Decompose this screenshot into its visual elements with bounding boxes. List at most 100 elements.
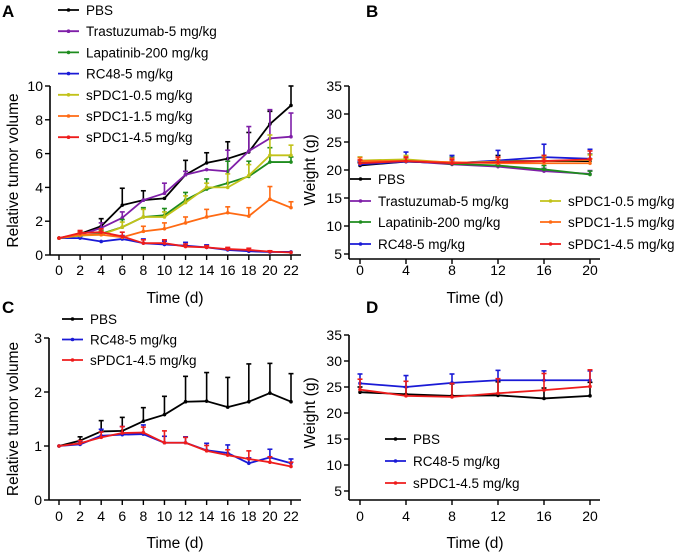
legend-label: Lapatinib-200 mg/kg	[378, 215, 500, 230]
y-tick-label: 20	[326, 162, 342, 178]
y-axis-title: Weight (g)	[302, 134, 319, 205]
legend-label: sPDC1-4.5 mg/kg	[413, 476, 520, 491]
series-pbs	[57, 85, 294, 240]
data-point	[588, 172, 592, 177]
x-tick-label: 18	[241, 508, 257, 524]
x-tick-label: 16	[220, 508, 236, 524]
data-point	[496, 391, 500, 396]
panel-b: B 0 4 8 12 16 20 5 10 15 20 25 30 35 Time (d) Weight (g…	[302, 2, 675, 307]
data-point	[141, 229, 146, 234]
x-tick-label: 16	[220, 262, 236, 278]
series-line	[58, 433, 292, 465]
legend-label: RC48-5 mg/kg	[90, 333, 177, 348]
data-point	[204, 449, 209, 453]
y-tick-label: 3	[34, 330, 42, 346]
data-point	[120, 225, 125, 229]
x-tick-label: 12	[490, 508, 506, 524]
x-axis-title: Time (d)	[146, 535, 203, 552]
x-tick-label: 4	[402, 508, 410, 524]
panel-label: C	[2, 298, 14, 317]
series-line	[58, 198, 292, 239]
x-tick-label: 4	[402, 262, 410, 278]
legend-item: sPDC1-4.5 mg/kg	[540, 237, 675, 252]
x-axis-title: Time (d)	[446, 290, 503, 307]
legend-label: Lapatinib-200 mg/kg	[86, 45, 208, 60]
y-axis-title: Weight (g)	[302, 377, 319, 448]
data-point	[99, 435, 103, 440]
data-point	[141, 241, 146, 245]
series-line	[58, 231, 292, 254]
legend-marker	[548, 220, 553, 224]
y-tick-label: 15	[326, 190, 342, 206]
data-point	[247, 399, 251, 404]
data-point	[162, 191, 167, 196]
data-point	[99, 230, 103, 234]
y-tick-label: 25	[326, 134, 342, 150]
data-point	[183, 399, 188, 404]
data-point	[268, 153, 272, 158]
y-axis-title: Relative tumor volume	[5, 342, 22, 496]
legend-label: sPDC1-4.5 mg/kg	[90, 353, 197, 368]
x-tick-label: 20	[582, 508, 598, 524]
data-point	[162, 412, 167, 417]
data-point	[162, 196, 167, 201]
legend-item: PBS	[385, 432, 440, 447]
x-tick-label: 22	[283, 508, 299, 524]
data-point	[78, 231, 82, 235]
series-rc48-5-mg-kg	[357, 369, 593, 389]
legend-marker	[66, 50, 71, 55]
y-tick-label: 1	[34, 438, 42, 454]
legend-marker	[66, 8, 71, 12]
y-tick-label: 30	[326, 106, 342, 122]
series-spdc1-4-5-mg-kg	[357, 369, 593, 399]
legend-label: sPDC1-1.5 mg/kg	[86, 109, 193, 124]
y-tick-label: 25	[326, 379, 342, 395]
data-point	[588, 394, 592, 398]
data-point	[57, 444, 61, 448]
data-point	[542, 396, 546, 401]
legend-item: Trastuzumab-5 mg/kg	[58, 24, 217, 39]
series-spdc1-4-5-mg-kg	[357, 150, 593, 166]
x-tick-label: 20	[262, 508, 278, 524]
x-tick-label: 10	[157, 508, 173, 524]
data-point	[289, 160, 293, 164]
data-point	[162, 241, 167, 245]
x-tick-label: 0	[55, 262, 63, 278]
y-tick-label: 6	[35, 146, 43, 162]
legend-item: PBS	[58, 3, 113, 18]
data-point	[183, 200, 188, 205]
x-tick-label: 20	[582, 262, 598, 278]
legend-marker	[548, 242, 553, 246]
legend-marker	[548, 199, 553, 203]
series-line	[359, 158, 591, 165]
legend-label: sPDC1-0.5 mg/kg	[86, 88, 193, 103]
x-tick-label: 10	[157, 262, 173, 278]
data-point	[204, 161, 209, 165]
legend-marker	[70, 337, 75, 342]
data-point	[542, 388, 546, 392]
data-point	[141, 419, 146, 423]
data-point	[78, 236, 82, 240]
x-tick-label: 2	[76, 262, 84, 278]
data-point	[247, 173, 251, 178]
data-point	[141, 430, 146, 435]
y-tick-label: 4	[35, 179, 43, 195]
data-point	[289, 464, 293, 469]
series-line	[359, 379, 590, 388]
legend-label: PBS	[90, 312, 117, 327]
legend-item: sPDC1-4.5 mg/kg	[62, 353, 197, 368]
x-tick-label: 18	[241, 262, 257, 278]
y-tick-label: 2	[35, 213, 43, 229]
data-point	[183, 172, 188, 177]
panel-label: D	[366, 298, 378, 317]
legend-marker	[70, 317, 75, 321]
data-point	[358, 387, 362, 392]
x-tick-label: 8	[139, 508, 147, 524]
data-point	[268, 460, 272, 465]
legend-item: sPDC1-1.5 mg/kg	[540, 215, 675, 230]
x-tick-label: 4	[97, 262, 105, 278]
legend-marker	[66, 29, 71, 33]
x-tick-label: 6	[118, 508, 126, 524]
legend-label: Trastuzumab-5 mg/kg	[378, 194, 509, 209]
data-point	[404, 159, 408, 163]
